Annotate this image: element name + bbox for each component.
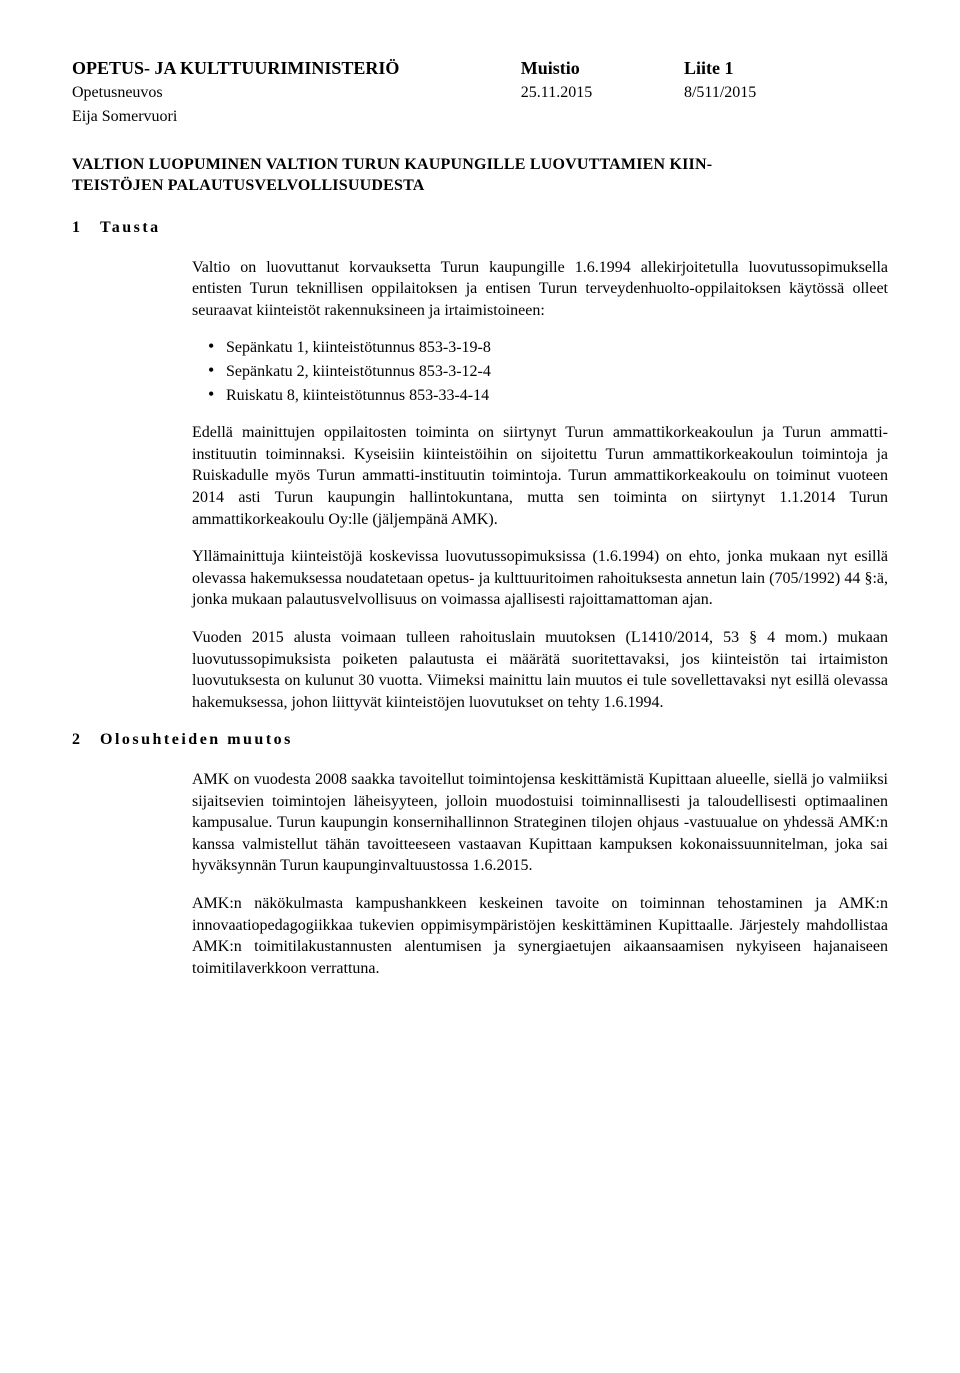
document-title: VALTION LUOPUMINEN VALTION TURUN KAUPUNG… <box>72 155 888 197</box>
header-row-1: OPETUS- JA KULTTUURIMINISTERIÖ Muistio L… <box>72 56 888 80</box>
header-attachment: Liite 1 <box>684 56 888 80</box>
s1-bullet-list: Sepänkatu 1, kiinteistötunnus 853-3-19-8… <box>192 337 888 406</box>
section-1-heading: Tausta <box>100 217 161 239</box>
s2-para-2: AMK:n näkökulmasta kampushankkeen keskei… <box>192 893 888 979</box>
section-2-body: AMK on vuodesta 2008 saakka tavoitellut … <box>192 769 888 979</box>
section-2-heading: Olosuhteiden muutos <box>100 729 293 751</box>
header-diary: 8/511/2015 <box>684 82 888 104</box>
section-1-header: 1 Tausta <box>72 217 888 239</box>
header-author: Eija Somervuori <box>72 106 888 128</box>
s1-para-1: Valtio on luovuttanut korvauksetta Turun… <box>192 257 888 322</box>
s2-para-1: AMK on vuodesta 2008 saakka tavoitellut … <box>192 769 888 877</box>
title-line-1: VALTION LUOPUMINEN VALTION TURUN KAUPUNG… <box>72 156 712 173</box>
title-line-2: TEISTÖJEN PALAUTUSVELVOLLISUUDESTA <box>72 177 425 194</box>
s1-para-2: Edellä mainittujen oppilaitosten toimint… <box>192 422 888 530</box>
header-org: OPETUS- JA KULTTUURIMINISTERIÖ <box>72 56 521 80</box>
s1-para-4: Vuoden 2015 alusta voimaan tulleen rahoi… <box>192 627 888 713</box>
section-2-number: 2 <box>72 729 100 751</box>
section-2-header: 2 Olosuhteiden muutos <box>72 729 888 751</box>
header-row-2: Opetusneuvos 25.11.2015 8/511/2015 <box>72 82 888 104</box>
s1-para-3: Yllämainittuja kiinteistöjä koskevissa l… <box>192 546 888 611</box>
header-role: Opetusneuvos <box>72 82 521 104</box>
section-1-number: 1 <box>72 217 100 239</box>
list-item: Sepänkatu 2, kiinteistötunnus 853-3-12-4 <box>208 361 888 383</box>
list-item: Ruiskatu 8, kiinteistötunnus 853-33-4-14 <box>208 385 888 407</box>
section-1-body: Valtio on luovuttanut korvauksetta Turun… <box>192 257 888 714</box>
list-item: Sepänkatu 1, kiinteistötunnus 853-3-19-8 <box>208 337 888 359</box>
header-date: 25.11.2015 <box>521 82 684 104</box>
header-doc-type: Muistio <box>521 56 684 80</box>
